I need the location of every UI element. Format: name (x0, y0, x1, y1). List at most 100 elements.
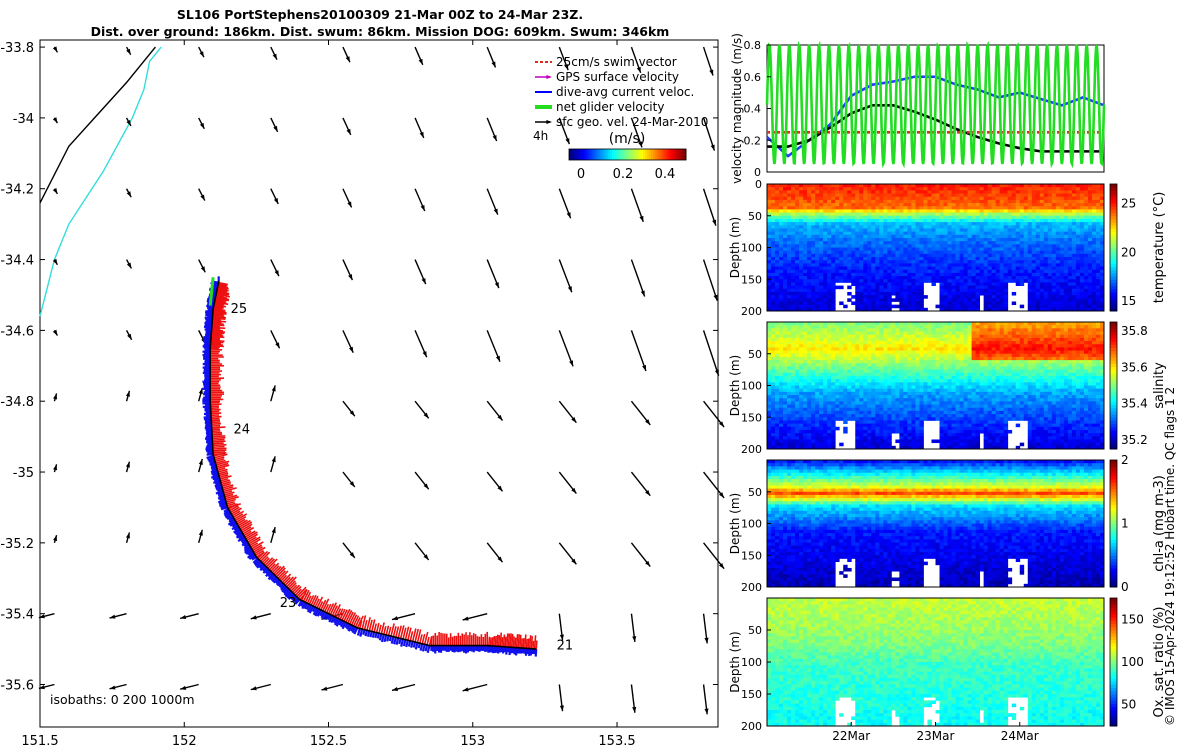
section-cell (843, 231, 848, 236)
geo-vector-arrowhead (421, 278, 426, 285)
section-cell (799, 410, 804, 415)
section-cell (791, 304, 796, 309)
section-cell (815, 439, 820, 444)
section-cell (771, 307, 776, 312)
colorbar-cell (1110, 231, 1117, 236)
section-cell (859, 206, 864, 210)
section-cell (975, 199, 981, 204)
section-cell (871, 298, 876, 302)
section-cell (887, 228, 892, 233)
section-cell (927, 269, 932, 274)
section-cell (859, 190, 864, 194)
section-cell (995, 291, 1001, 296)
section-cell (1059, 231, 1065, 236)
section-cell (767, 209, 772, 213)
section-cell (927, 250, 932, 255)
section-cell (899, 301, 904, 306)
section-cell (831, 328, 836, 332)
swim-vector (409, 631, 414, 642)
section-cell (779, 257, 784, 261)
section-cell (791, 363, 796, 367)
section-cell (947, 196, 952, 201)
section-cell (767, 266, 772, 271)
current-vector (258, 563, 265, 569)
section-cell (943, 209, 948, 213)
current-vector (204, 328, 212, 332)
section-cell (907, 184, 912, 188)
section-cell (927, 263, 932, 267)
section-cell (775, 369, 780, 374)
section-cell (959, 212, 964, 217)
section-cell (915, 272, 920, 277)
section-cell (935, 244, 940, 248)
swim-vector (261, 556, 269, 564)
section-cell (1055, 187, 1061, 191)
section-cell (1063, 291, 1069, 296)
section-cell (947, 272, 952, 277)
section-cell (1011, 291, 1017, 296)
section-cell (943, 234, 948, 239)
section-cell (1075, 209, 1081, 213)
section-cell (771, 328, 776, 332)
section-cell (1015, 247, 1021, 252)
swim-vector (226, 500, 235, 505)
section-cell (991, 231, 997, 236)
section-cell (959, 304, 964, 309)
section-cell (971, 241, 977, 245)
swim-vector (210, 336, 221, 340)
section-cell (971, 228, 977, 233)
section-cell (831, 347, 836, 351)
section-cell (1035, 206, 1041, 210)
section-cell (1039, 276, 1045, 280)
section-cell (867, 203, 872, 207)
section-cell (815, 301, 820, 306)
section-cell (855, 304, 860, 309)
section-cell (999, 196, 1005, 201)
section-cell (767, 203, 772, 207)
section-cell (951, 241, 956, 245)
section-cell (1095, 244, 1101, 248)
section-cell (1003, 212, 1009, 217)
section-cell (871, 222, 876, 226)
section-cell (799, 445, 804, 450)
section-cell (1091, 222, 1097, 226)
section-cell (823, 263, 828, 267)
section-cell (795, 282, 800, 286)
section-cell (1067, 228, 1073, 233)
section-cell (1019, 199, 1025, 204)
section-cell (995, 244, 1001, 248)
section-cell (779, 212, 784, 217)
colorbar-cell (1110, 184, 1117, 188)
section-cell (891, 196, 896, 201)
section-cell (1003, 288, 1009, 293)
section-cell (867, 272, 872, 277)
section-cell (823, 445, 828, 450)
section-cell (903, 291, 908, 296)
current-vector (340, 620, 345, 628)
section-cell (1075, 298, 1081, 302)
colorbar-cell (678, 149, 681, 160)
section-cell (863, 203, 868, 207)
section-cell (1023, 222, 1029, 226)
section-cell (811, 244, 816, 248)
section-cell (1059, 282, 1065, 286)
section-cell (819, 288, 824, 293)
swim-vector (343, 608, 351, 622)
section-cell (823, 276, 828, 280)
section-cell (823, 269, 828, 274)
section-cell (771, 218, 776, 223)
section-cell (895, 244, 900, 248)
section-cell (1019, 237, 1025, 242)
section-cell (1003, 222, 1009, 226)
section-cell (1051, 285, 1057, 290)
section-cell (1079, 193, 1085, 198)
section-cell (1055, 291, 1061, 296)
section-cell (1079, 203, 1085, 207)
section-cell (1011, 206, 1017, 210)
section-cell (1087, 241, 1093, 245)
section-cell (1055, 190, 1061, 194)
section-cell (895, 212, 900, 217)
section-cell (967, 285, 973, 290)
section-cell (847, 298, 852, 302)
section-cell (851, 187, 856, 191)
